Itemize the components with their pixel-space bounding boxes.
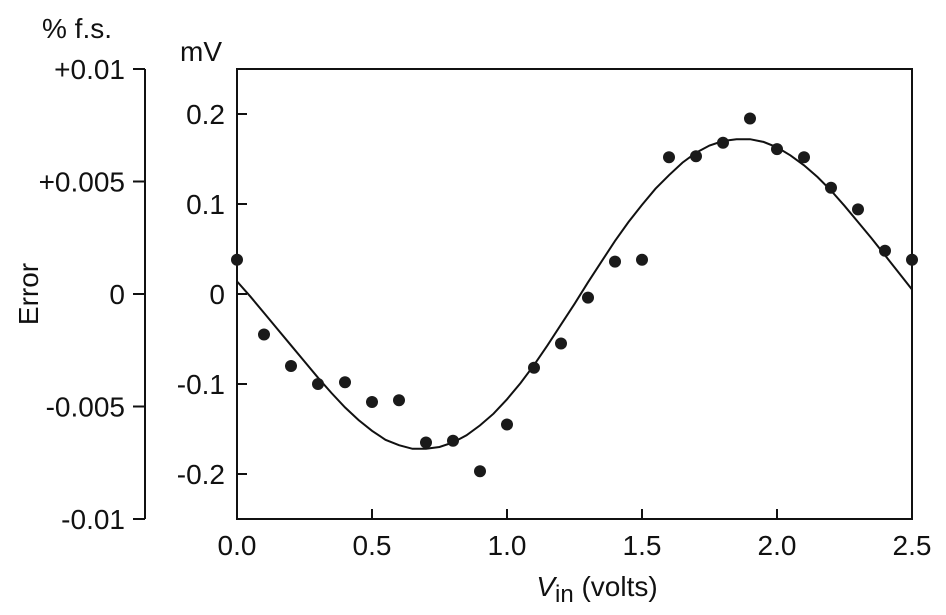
x-axis-ticks: 0.0 0.5 1.0 1.5 2.0 2.5: [218, 509, 932, 561]
x-tick-label: 1.0: [488, 530, 527, 561]
secondary-y-tick-label: 0: [109, 279, 125, 310]
data-point: [285, 360, 297, 372]
data-point: [582, 291, 594, 304]
data-point: [447, 434, 459, 447]
data-point: [852, 203, 864, 216]
data-point: [258, 328, 270, 341]
data-point: [879, 244, 891, 257]
data-point: [339, 376, 351, 389]
secondary-y-tick-label: -0.01: [61, 504, 125, 535]
x-tick-label: 1.5: [623, 530, 662, 561]
data-point: [771, 143, 783, 156]
secondary-y-axis-ticks: +0.01 +0.005 0 -0.005 -0.01: [39, 54, 145, 535]
x-axis-title-symbol: V: [536, 571, 557, 602]
data-point: [744, 112, 756, 125]
data-point: [690, 150, 702, 163]
x-tick-label: 2.0: [758, 530, 797, 561]
data-point: [555, 337, 567, 350]
data-point: [501, 418, 513, 431]
y-tick-label: 0.2: [186, 99, 225, 130]
plot-frame: [236, 68, 913, 520]
secondary-y-tick-label: +0.01: [54, 54, 125, 85]
data-point: [312, 378, 324, 390]
secondary-y-tick-label: -0.005: [46, 392, 125, 423]
x-tick-label: 0.5: [353, 530, 392, 561]
x-tick-label: 0.0: [218, 530, 257, 561]
data-point: [825, 181, 837, 194]
y-axis-title: Error: [13, 263, 44, 325]
data-point: [231, 253, 243, 266]
x-tick-label: 2.5: [893, 530, 932, 561]
data-point: [798, 151, 810, 164]
data-points-layer: [231, 112, 918, 478]
y-tick-label: -0.1: [177, 369, 225, 400]
data-point: [717, 136, 729, 149]
data-point: [609, 255, 621, 268]
y-tick-label: 0: [209, 279, 225, 310]
x-axis-title: Vin (volts): [536, 571, 657, 608]
data-point: [393, 394, 405, 407]
data-point: [366, 396, 378, 408]
secondary-y-axis-unit: % f.s.: [42, 13, 112, 44]
y-tick-label: 0.1: [186, 189, 225, 220]
data-point: [528, 361, 540, 374]
data-point: [420, 436, 432, 449]
x-axis-title-suffix: (volts): [574, 571, 658, 602]
fit-curve-layer: [236, 138, 913, 450]
data-point: [474, 465, 486, 478]
fit-curve: [236, 138, 913, 450]
secondary-y-tick-label: +0.005: [39, 167, 125, 198]
data-point: [636, 253, 648, 266]
x-axis-title-subscript: in: [555, 581, 574, 608]
primary-y-axis-unit: mV: [180, 36, 222, 67]
data-point: [663, 151, 675, 164]
data-point: [906, 253, 918, 266]
y-tick-label: -0.2: [177, 459, 225, 490]
y-axis-ticks: 0.2 0.1 0 -0.1 -0.2: [177, 99, 247, 490]
